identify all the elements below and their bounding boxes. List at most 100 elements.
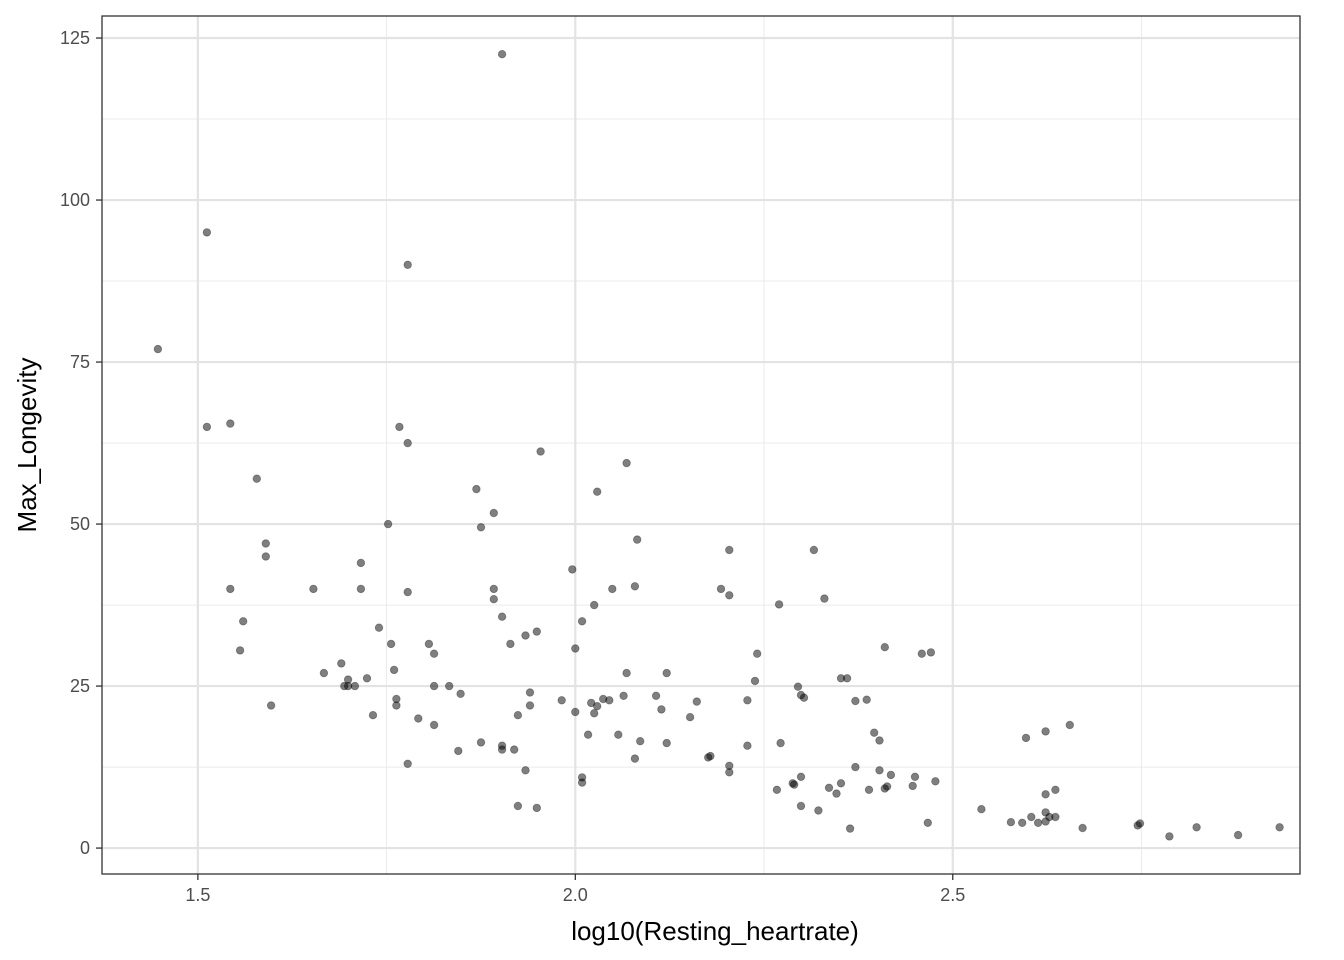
data-point bbox=[383, 519, 393, 529]
data-point bbox=[725, 591, 734, 600]
data-point bbox=[261, 552, 270, 561]
data-point bbox=[886, 770, 896, 780]
data-point bbox=[392, 701, 401, 710]
data-point bbox=[796, 772, 806, 781]
data-point bbox=[824, 783, 834, 792]
data-point bbox=[1018, 818, 1027, 827]
data-point bbox=[153, 344, 163, 354]
data-point bbox=[521, 766, 530, 775]
y-tick-label: 75 bbox=[70, 352, 90, 372]
data-point bbox=[908, 781, 917, 791]
data-point bbox=[1027, 812, 1036, 822]
data-point bbox=[820, 594, 829, 603]
data-point bbox=[226, 584, 235, 594]
data-point bbox=[636, 737, 645, 746]
data-point bbox=[662, 738, 671, 748]
data-point bbox=[445, 681, 454, 691]
data-point bbox=[414, 714, 423, 723]
data-point bbox=[977, 805, 986, 814]
data-point bbox=[750, 676, 760, 686]
data-point bbox=[753, 649, 762, 658]
data-point bbox=[521, 631, 530, 640]
data-point bbox=[1051, 785, 1060, 794]
data-point bbox=[202, 422, 212, 432]
data-point bbox=[725, 545, 734, 555]
data-point bbox=[226, 419, 235, 428]
data-point bbox=[261, 539, 270, 548]
data-point bbox=[619, 691, 628, 700]
data-point bbox=[651, 691, 661, 700]
data-point bbox=[571, 644, 580, 653]
data-point bbox=[510, 745, 519, 754]
data-point bbox=[790, 780, 799, 789]
data-point bbox=[630, 582, 640, 591]
data-point bbox=[587, 698, 596, 708]
major-gridlines bbox=[102, 16, 1300, 874]
data-point bbox=[368, 711, 378, 720]
data-point bbox=[532, 627, 541, 636]
data-point bbox=[202, 228, 212, 237]
data-point bbox=[403, 759, 412, 768]
data-point bbox=[1078, 823, 1087, 833]
panel-border bbox=[101, 15, 1301, 875]
data-point bbox=[1275, 823, 1284, 832]
x-axis: 1.5 2.0 2.5 bbox=[185, 874, 965, 905]
data-point bbox=[429, 720, 439, 730]
data-point bbox=[1021, 733, 1031, 743]
data-point bbox=[374, 623, 384, 632]
data-point bbox=[386, 639, 396, 649]
data-point bbox=[809, 545, 819, 555]
data-point bbox=[309, 584, 318, 594]
data-point bbox=[571, 707, 580, 717]
data-point bbox=[608, 584, 617, 594]
data-point bbox=[395, 422, 404, 432]
data-point bbox=[362, 674, 372, 683]
data-point bbox=[583, 730, 593, 739]
x-tick-label: 2.0 bbox=[563, 885, 588, 905]
data-point bbox=[1165, 832, 1174, 841]
data-point bbox=[532, 803, 541, 813]
data-point bbox=[489, 508, 498, 518]
data-point bbox=[568, 565, 577, 574]
data-point bbox=[685, 713, 695, 722]
data-point bbox=[882, 782, 892, 791]
data-point bbox=[622, 668, 631, 678]
data-point bbox=[536, 447, 545, 456]
data-point bbox=[875, 766, 884, 775]
data-point bbox=[880, 643, 889, 652]
data-point bbox=[799, 693, 809, 702]
data-point bbox=[356, 584, 366, 594]
data-point bbox=[851, 696, 860, 706]
data-point bbox=[356, 558, 366, 568]
data-point bbox=[662, 668, 671, 678]
data-point bbox=[513, 711, 523, 720]
data-point bbox=[630, 754, 640, 763]
data-point bbox=[557, 696, 566, 705]
data-point bbox=[1041, 727, 1050, 736]
data-point bbox=[577, 617, 587, 626]
y-axis: 0 25 50 75 100 125 bbox=[60, 28, 102, 858]
data-point bbox=[497, 612, 507, 621]
data-point bbox=[497, 745, 507, 754]
y-tick-label: 100 bbox=[60, 190, 90, 210]
data-point bbox=[476, 523, 486, 532]
data-point bbox=[506, 639, 515, 649]
data-point bbox=[1051, 812, 1060, 822]
data-point bbox=[389, 665, 399, 675]
y-tick-label: 0 bbox=[80, 838, 90, 858]
data-point bbox=[429, 681, 439, 691]
data-point bbox=[832, 789, 841, 798]
data-point bbox=[774, 600, 784, 609]
data-point bbox=[796, 801, 806, 811]
data-point bbox=[776, 738, 785, 748]
data-point bbox=[590, 600, 599, 610]
data-point bbox=[716, 584, 726, 594]
data-point bbox=[622, 458, 631, 468]
data-point bbox=[403, 587, 412, 597]
data-point bbox=[851, 762, 860, 772]
data-point bbox=[926, 648, 936, 657]
data-point bbox=[454, 746, 463, 756]
data-point bbox=[614, 730, 623, 739]
data-point bbox=[577, 778, 587, 787]
